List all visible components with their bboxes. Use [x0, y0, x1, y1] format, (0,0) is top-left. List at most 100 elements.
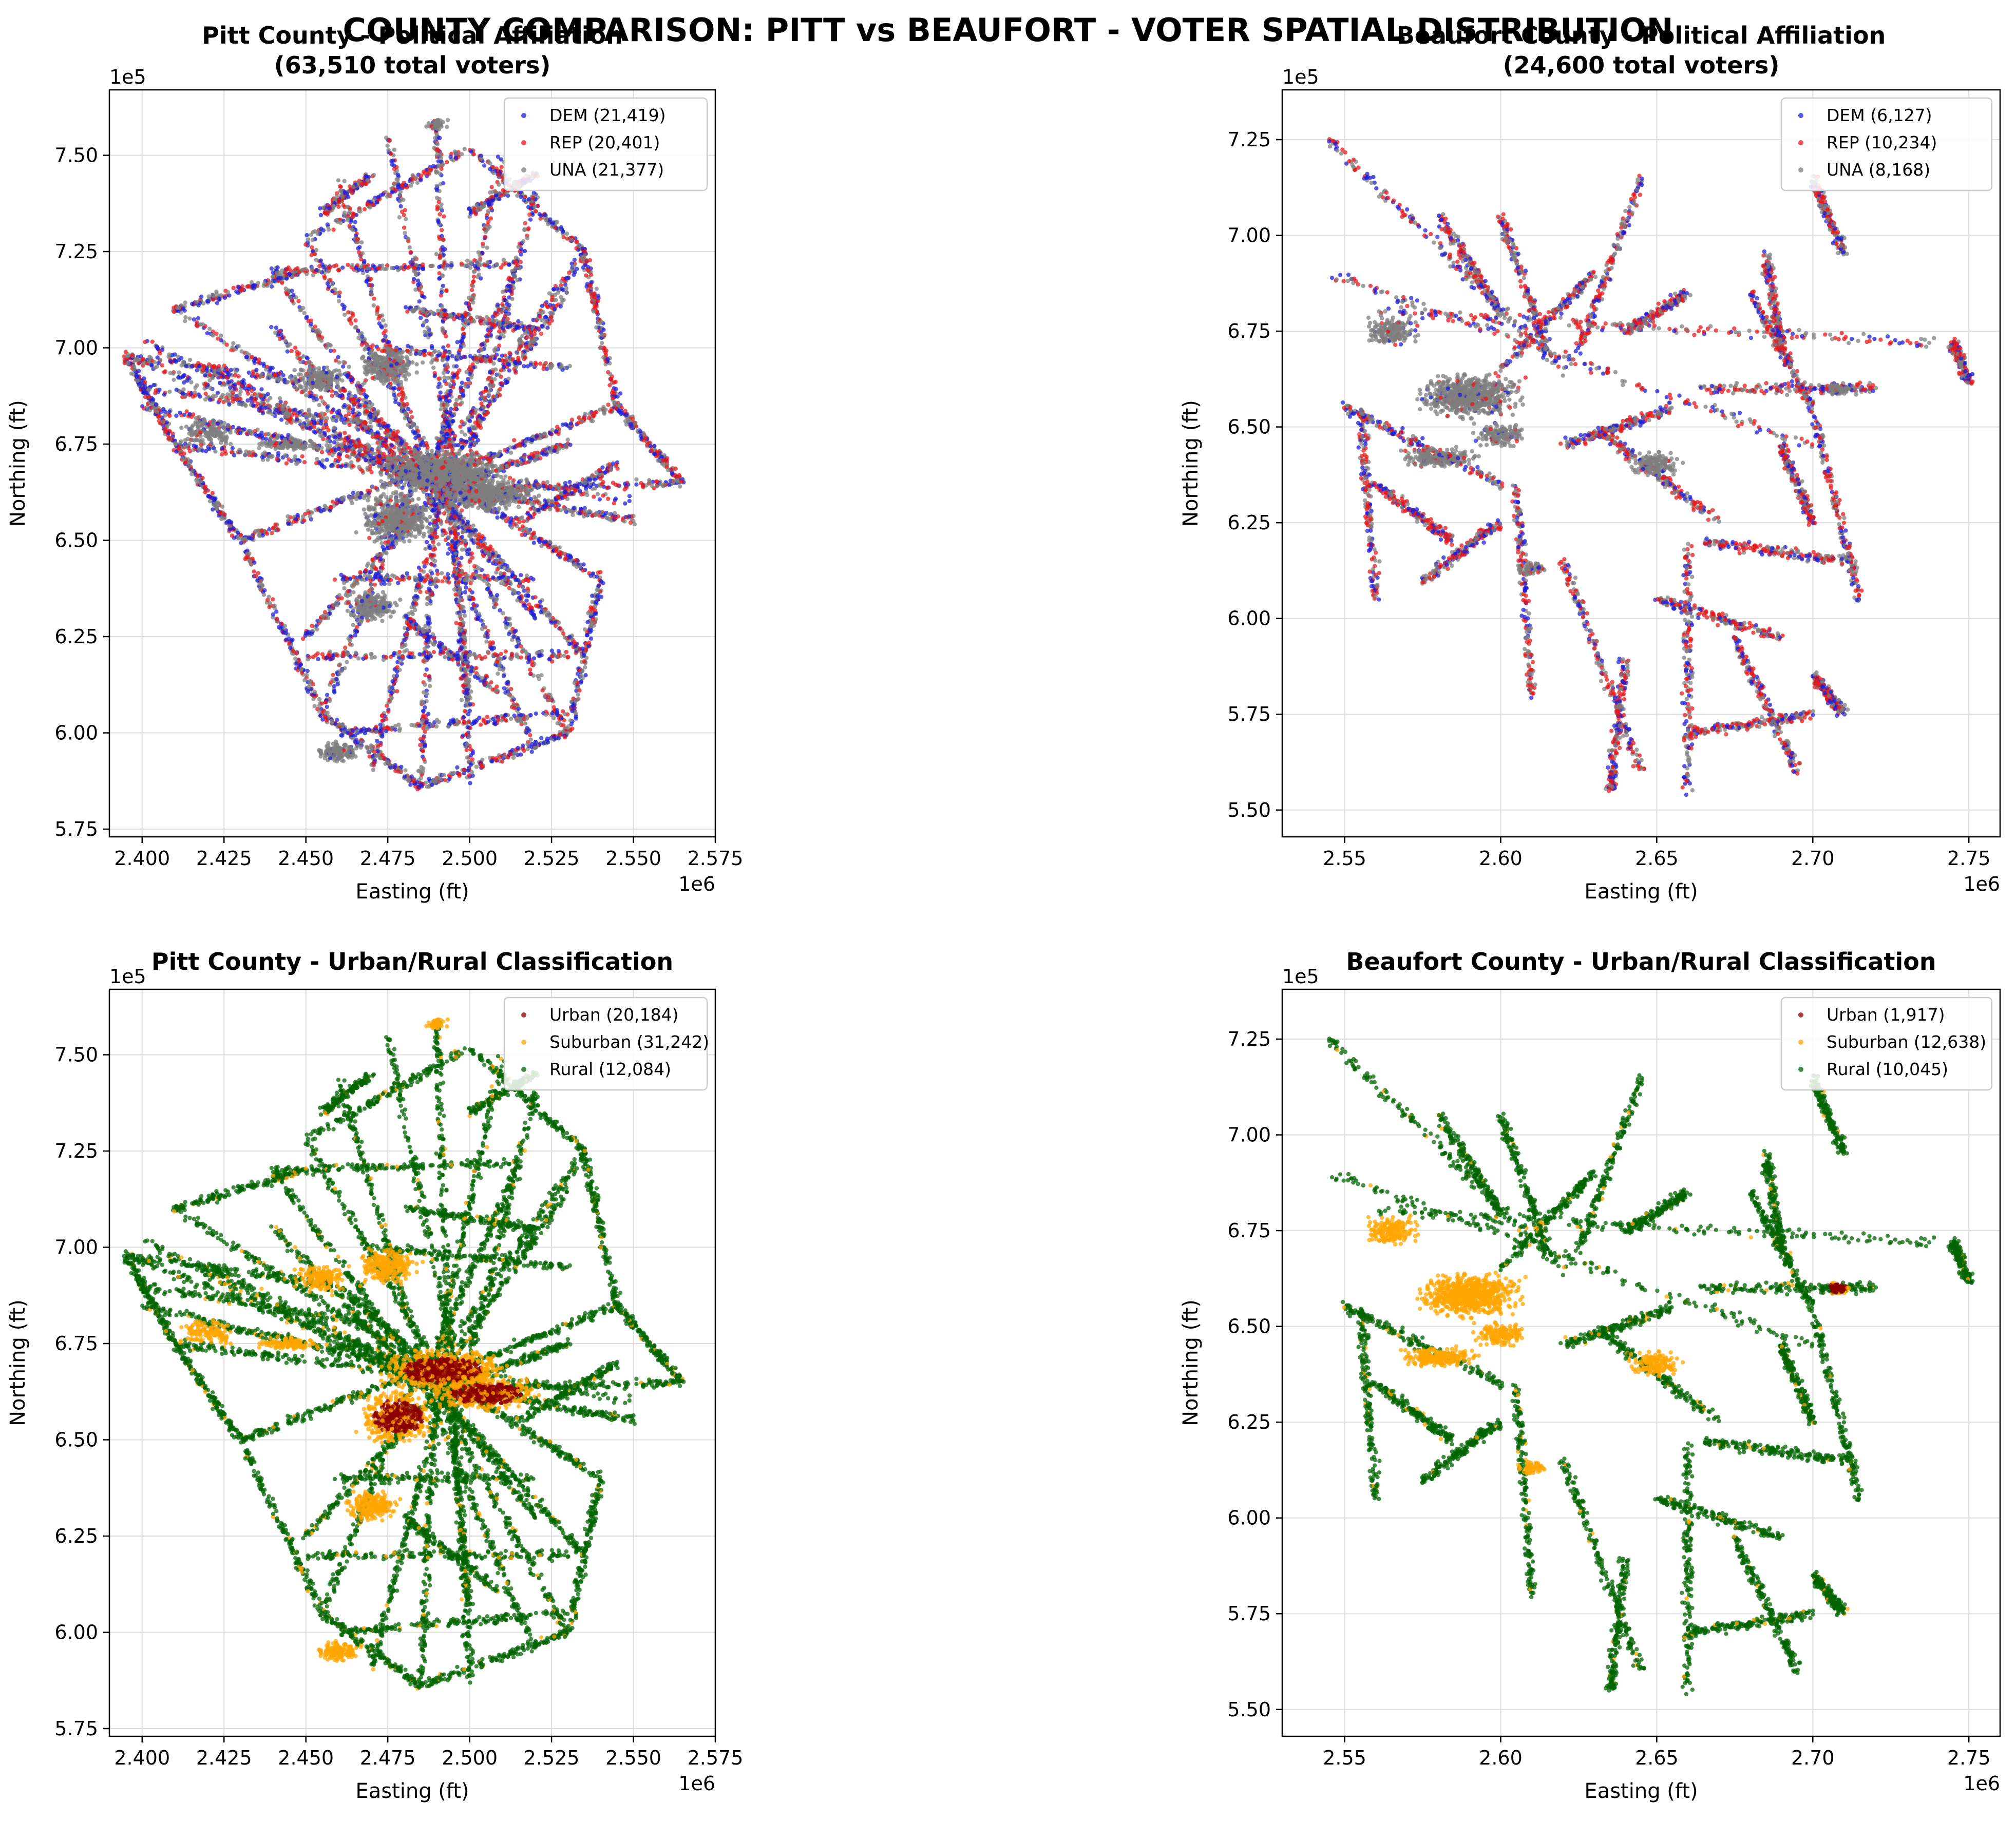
data-point: [276, 528, 280, 532]
data-point: [484, 639, 488, 643]
data-point: [535, 434, 539, 438]
data-point: [381, 318, 385, 322]
data-point: [211, 376, 215, 380]
data-point: [556, 291, 560, 295]
data-point: [470, 551, 474, 555]
data-point: [356, 457, 360, 462]
data-point: [232, 387, 236, 391]
data-point: [370, 485, 374, 489]
data-point: [440, 228, 444, 232]
data-point: [497, 329, 501, 333]
data-point: [528, 733, 532, 737]
data-point: [392, 393, 396, 397]
data-point: [442, 529, 446, 533]
data-point: [397, 447, 401, 451]
data-point: [447, 399, 451, 403]
data-point: [189, 380, 193, 384]
data-point: [491, 383, 496, 387]
data-point: [523, 221, 527, 225]
data-point: [351, 312, 355, 316]
data-point: [308, 391, 312, 395]
data-point: [439, 391, 443, 395]
data-point: [495, 515, 499, 520]
data-point: [425, 602, 429, 606]
data-point: [382, 338, 386, 342]
data-point: [220, 452, 224, 456]
data-point: [463, 590, 467, 594]
data-point: [404, 217, 408, 221]
data-point: [327, 605, 331, 609]
data-point: [516, 443, 520, 447]
data-point: [344, 445, 348, 449]
data-point: [364, 395, 368, 399]
data-point: [429, 554, 433, 558]
data-point: [460, 419, 464, 424]
data-point: [583, 412, 587, 416]
data-point: [438, 212, 442, 216]
data-point: [538, 314, 542, 318]
data-point: [320, 434, 324, 438]
data-point: [658, 482, 662, 486]
data-point: [162, 370, 166, 374]
data-point: [540, 304, 544, 308]
data-point: [348, 637, 352, 641]
data-point: [385, 704, 389, 708]
data-point: [470, 607, 474, 611]
data-point: [496, 155, 500, 159]
data-point: [197, 447, 201, 451]
data-point: [641, 483, 645, 487]
data-point: [539, 544, 543, 548]
data-point: [342, 586, 346, 590]
data-point: [622, 519, 626, 523]
data-point: [564, 286, 568, 290]
data-point: [337, 299, 341, 303]
data-point: [488, 640, 492, 644]
data-point: [502, 334, 506, 338]
data-point: [319, 395, 323, 399]
data-point: [299, 390, 303, 394]
data-point: [253, 361, 257, 365]
data-point: [595, 574, 599, 579]
data-point: [463, 709, 467, 713]
data-point: [416, 279, 420, 283]
data-point: [420, 291, 424, 295]
data-point: [572, 264, 576, 268]
data-point: [266, 392, 270, 396]
data-point: [567, 271, 571, 275]
data-point: [385, 144, 389, 148]
data-point: [471, 280, 475, 284]
data-point: [563, 556, 567, 560]
data-point: [333, 435, 337, 439]
data-point: [273, 522, 277, 526]
data-point: [398, 204, 403, 208]
data-point: [357, 465, 361, 469]
data-point: [577, 415, 581, 419]
data-point: [498, 387, 502, 391]
data-point: [545, 325, 549, 330]
data-point: [156, 347, 160, 351]
data-point: [420, 739, 424, 743]
data-point: [338, 662, 342, 666]
data-point: [548, 540, 552, 544]
data-point: [507, 351, 511, 355]
data-point: [428, 684, 432, 688]
data-point: [369, 587, 373, 591]
data-point: [422, 320, 426, 324]
data-point: [194, 416, 198, 420]
data-point: [302, 519, 306, 523]
data-point: [332, 440, 336, 444]
data-point: [560, 298, 564, 302]
data-point: [485, 216, 489, 220]
data-point: [678, 484, 682, 488]
data-point: [167, 352, 172, 356]
data-point: [523, 331, 527, 335]
data-point: [290, 289, 294, 293]
data-point: [505, 681, 509, 685]
data-point: [488, 370, 492, 374]
data-point: [442, 371, 446, 375]
data-point: [497, 183, 501, 187]
data-point: [492, 646, 496, 650]
data-point: [460, 445, 464, 449]
data-point: [401, 394, 405, 398]
